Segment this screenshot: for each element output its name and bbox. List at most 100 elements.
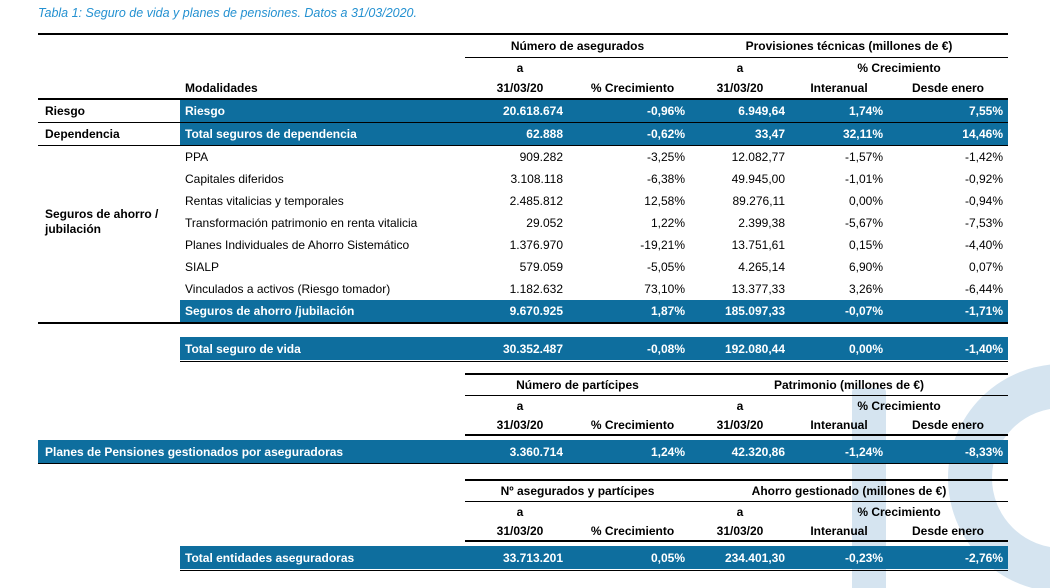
value-provisiones: 192.080,44 xyxy=(690,337,790,360)
value-asegurados: 3.108.118 xyxy=(510,172,564,186)
section2-subheader-a-row: a a % Crecimiento xyxy=(38,396,1008,416)
table-row-dependencia: Dependencia Total seguros de dependencia… xyxy=(38,123,1008,146)
row-label: Capitales diferidos xyxy=(185,172,284,186)
category-label-seguros-ahorro: Seguros de ahorro / jubilación xyxy=(45,207,159,236)
col-header-interanual: Interanual xyxy=(790,522,888,542)
value-provisiones: 49.945,00 xyxy=(731,172,785,186)
value-provisiones: 13.751,61 xyxy=(731,238,785,252)
col-header-growth-group: % Crecimiento xyxy=(857,505,941,519)
value-crecimiento: -3,25% xyxy=(646,150,685,164)
category-label-riesgo: Riesgo xyxy=(45,104,86,118)
value-provisiones: 185.097,33 xyxy=(690,300,790,322)
table-row-riesgo: Riesgo Riesgo 20.618.674 -0,96% 6.949,64… xyxy=(38,100,1008,123)
col-header-a: a xyxy=(516,61,524,75)
col-header-growth-group: % Crecimiento xyxy=(857,399,941,413)
col-header-date: 31/03/20 xyxy=(496,81,544,95)
value-interanual: -1,57% xyxy=(844,150,883,164)
group-header-participes: Número de partícipes xyxy=(465,373,690,396)
value-interanual: 1,74% xyxy=(790,100,888,122)
value-patrimonio: 42.320,86 xyxy=(690,440,790,463)
table-row-transformacion-patrimonio: Transformación patrimonio en renta vital… xyxy=(38,212,1008,234)
value-crecimiento: 1,24% xyxy=(575,440,690,463)
value-interanual: -5,67% xyxy=(844,216,883,230)
value-participes: 3.360.714 xyxy=(465,440,575,463)
value-asegurados: 29.052 xyxy=(526,216,563,230)
table-row-total-entidades: Total entidades aseguradoras 33.713.201 … xyxy=(38,546,1008,571)
col-header-a: a xyxy=(516,399,524,413)
value-interanual: -0,07% xyxy=(790,300,888,322)
col-header-growth: % Crecimiento xyxy=(575,416,690,436)
value-asegurados: 2.485.812 xyxy=(509,194,563,208)
value-desde-enero: -1,40% xyxy=(888,337,1008,360)
value-crecimiento: -6,38% xyxy=(646,172,685,186)
value-desde-enero: 0,07% xyxy=(968,260,1003,274)
row-label: SIALP xyxy=(185,260,220,274)
value-crecimiento: 0,05% xyxy=(575,546,690,569)
col-header-a: a xyxy=(516,505,524,519)
value-crecimiento: -0,96% xyxy=(575,100,690,122)
col-header-growth-group: % Crecimiento xyxy=(857,61,941,75)
value-desde-enero: -2,76% xyxy=(888,546,1008,569)
row-label: Planes Individuales de Ahorro Sistemátic… xyxy=(185,238,410,252)
section1-subheader-a-row: a a % Crecimiento xyxy=(38,58,1008,78)
row-label: Seguros de ahorro /jubilación xyxy=(180,300,465,322)
value-asegurados: 1.376.970 xyxy=(509,238,563,252)
value-provisiones: 12.082,77 xyxy=(731,150,785,164)
col-header-date: 31/03/20 xyxy=(690,522,790,542)
col-header-interanual: Interanual xyxy=(810,81,868,95)
value-asegurados: 579.059 xyxy=(519,260,563,274)
value-provisiones: 33,47 xyxy=(690,123,790,145)
section3-subheader-a-row: a a % Crecimiento xyxy=(38,502,1008,522)
col-header-growth: % Crecimiento xyxy=(590,81,675,95)
table-row-total-seguro-vida: Total seguro de vida 30.352.487 -0,08% 1… xyxy=(38,337,1008,362)
value-asegurados: 20.618.674 xyxy=(465,100,575,122)
value-interanual: 0,00% xyxy=(848,194,883,208)
value-crecimiento: -19,21% xyxy=(640,238,685,252)
value-interanual: -1,01% xyxy=(844,172,883,186)
table-row-pias: Planes Individuales de Ahorro Sistemátic… xyxy=(38,234,1008,256)
col-header-interanual: Interanual xyxy=(790,416,888,436)
col-header-a: a xyxy=(736,399,744,413)
row-label: Planes de Pensiones gestionados por aseg… xyxy=(38,440,465,463)
table-row-seguros-ahorro-jubilacion: Seguros de ahorro /jubilación 9.670.925 … xyxy=(38,300,1008,324)
value-crecimiento: -0,62% xyxy=(575,123,690,145)
value-provisiones: 2.399,38 xyxy=(738,216,785,230)
value-interanual: 3,26% xyxy=(848,282,883,296)
section2-group-header-row: Número de partícipes Patrimonio (millone… xyxy=(38,373,1008,396)
value-provisiones: 89.276,11 xyxy=(732,194,786,208)
table-row-capitales-diferidos: Capitales diferidos 3.108.118 -6,38% 49.… xyxy=(38,168,1008,190)
table-row-rentas-vitalicias: Rentas vitalicias y temporales 2.485.812… xyxy=(38,190,1008,212)
section1-group-header-row: Número de asegurados Provisiones técnica… xyxy=(38,35,1008,58)
value-provisiones: 6.949,64 xyxy=(690,100,790,122)
section1-column-header-row: Modalidades 31/03/20 % Crecimiento 31/03… xyxy=(38,78,1008,100)
group-header-patrimonio: Patrimonio (millones de €) xyxy=(690,373,1008,396)
value-interanual: -0,23% xyxy=(790,546,888,569)
value-crecimiento: -5,05% xyxy=(646,260,685,274)
value-crecimiento: -0,08% xyxy=(575,337,690,360)
value-interanual: 32,11% xyxy=(790,123,888,145)
value-desde-enero: -0,94% xyxy=(964,194,1003,208)
value-crecimiento: 1,87% xyxy=(575,300,690,322)
value-desde-enero: -7,53% xyxy=(964,216,1003,230)
value-provisiones: 13.377,33 xyxy=(731,282,785,296)
col-header-a: a xyxy=(736,61,744,75)
col-header-a: a xyxy=(736,505,744,519)
value-asegurados: 9.670.925 xyxy=(465,300,575,322)
value-asegurados: 909.282 xyxy=(519,150,563,164)
row-label: Total seguros de dependencia xyxy=(180,123,465,145)
table-row-ppa: PPA 909.282 -3,25% 12.082,77 -1,57% -1,4… xyxy=(38,146,1008,168)
table-title: Tabla 1: Seguro de vida y planes de pens… xyxy=(38,6,417,20)
value-desde-enero: -1,71% xyxy=(888,300,1008,322)
row-label: Rentas vitalicias y temporales xyxy=(185,194,344,208)
group-header-asegurados-participes: Nº asegurados y partícipes xyxy=(465,479,690,502)
category-label-dependencia: Dependencia xyxy=(45,127,120,141)
value-desde-enero: 14,46% xyxy=(888,123,1008,145)
group-header-ahorro-gestionado: Ahorro gestionado (millones de €) xyxy=(690,479,1008,502)
table-row-sialp: SIALP 579.059 -5,05% 4.265,14 6,90% 0,07… xyxy=(38,256,1008,278)
value-asegurados: 62.888 xyxy=(465,123,575,145)
value-asegurados: 30.352.487 xyxy=(465,337,575,360)
value-desde-enero: -1,42% xyxy=(964,150,1003,164)
col-header-date: 31/03/20 xyxy=(465,522,575,542)
value-desde-enero: -4,40% xyxy=(964,238,1003,252)
col-header-desde-enero: Desde enero xyxy=(888,416,1008,436)
